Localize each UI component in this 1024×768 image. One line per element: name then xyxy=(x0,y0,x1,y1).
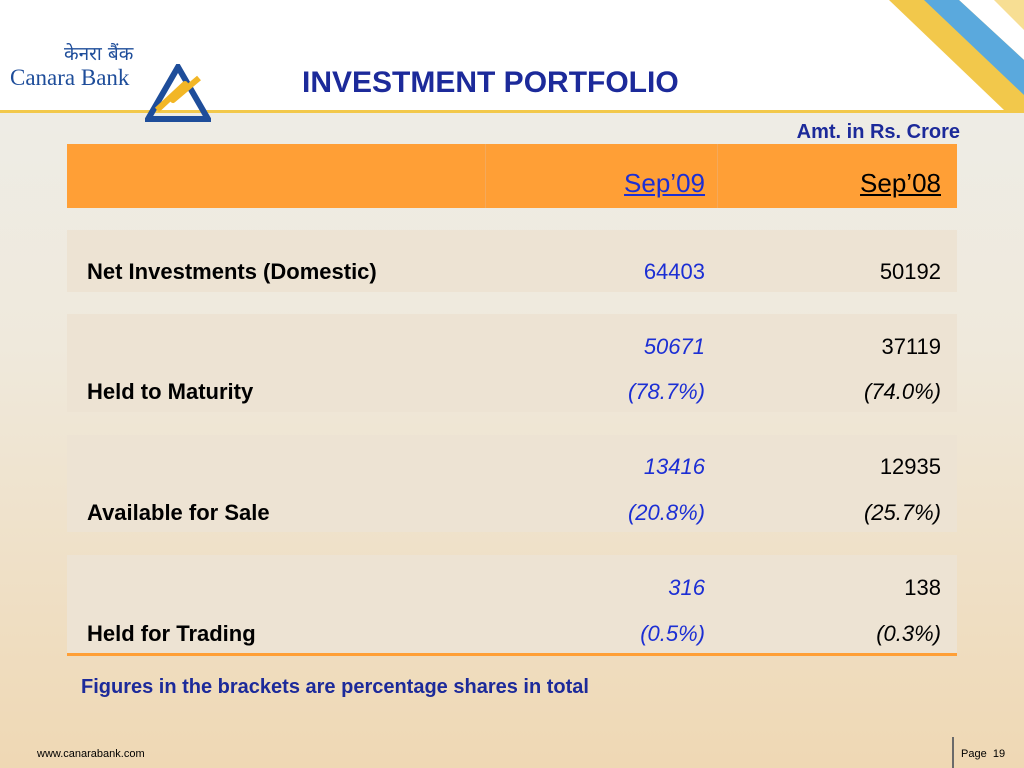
row-label: Held for Trading xyxy=(87,621,256,646)
page-label: Page xyxy=(961,748,987,760)
percent-sep09: (20.8%) xyxy=(627,500,705,525)
table-row: 13416 12935 Available for Sale (20.8%) (… xyxy=(67,435,957,532)
header-bar: केनरा बैंक Canara Bank xyxy=(0,0,1024,122)
value-sep09: 13416 xyxy=(643,454,705,479)
footer-divider xyxy=(952,737,954,768)
percent-sep08: (25.7%) xyxy=(863,500,941,525)
table-row: Net Investments (Domestic) 64403 50192 xyxy=(67,230,957,292)
row-label: Available for Sale xyxy=(87,500,270,525)
value-sep08: 12935 xyxy=(879,454,941,479)
percent-sep08: (0.3%) xyxy=(876,621,941,646)
logo-english-text: Canara Bank xyxy=(10,65,130,90)
table-header: Sep’09 Sep’08 xyxy=(67,144,957,208)
footnote: Figures in the brackets are percentage s… xyxy=(81,676,589,698)
table-row: 316 138 Held for Trading (0.5%) (0.3%) xyxy=(67,555,957,653)
unit-note: Amt. in Rs. Crore xyxy=(796,121,960,143)
header-divider xyxy=(485,144,486,208)
website-link[interactable]: www.canarabank.com xyxy=(37,748,145,760)
logo-hindi-text: केनरा बैंक xyxy=(64,43,134,65)
percent-sep08: (74.0%) xyxy=(863,379,941,404)
page-number: 19 xyxy=(992,748,1006,760)
column-header-sep08: Sep’08 xyxy=(860,168,941,198)
corner-stripe-decoration xyxy=(889,0,1024,110)
value-sep09: 64403 xyxy=(643,259,705,284)
triangle-logo-icon xyxy=(145,64,211,122)
percent-sep09: (78.7%) xyxy=(627,379,705,404)
row-label: Held to Maturity xyxy=(87,379,254,404)
value-sep08: 50192 xyxy=(879,259,941,284)
table-bottom-rule xyxy=(67,653,957,656)
value-sep09: 50671 xyxy=(643,334,705,359)
page-indicator: Page 19 xyxy=(961,748,1005,760)
page-title: INVESTMENT PORTFOLIO xyxy=(302,66,679,99)
canara-bank-logo xyxy=(0,26,238,122)
value-sep09: 316 xyxy=(668,575,705,600)
table-row: 50671 37119 Held to Maturity (78.7%) (74… xyxy=(67,314,957,412)
percent-sep09: (0.5%) xyxy=(640,621,705,646)
value-sep08: 138 xyxy=(904,575,941,600)
row-label: Net Investments (Domestic) xyxy=(87,259,377,284)
value-sep08: 37119 xyxy=(881,334,941,359)
header-divider xyxy=(717,144,718,208)
column-header-sep09: Sep’09 xyxy=(624,168,705,198)
